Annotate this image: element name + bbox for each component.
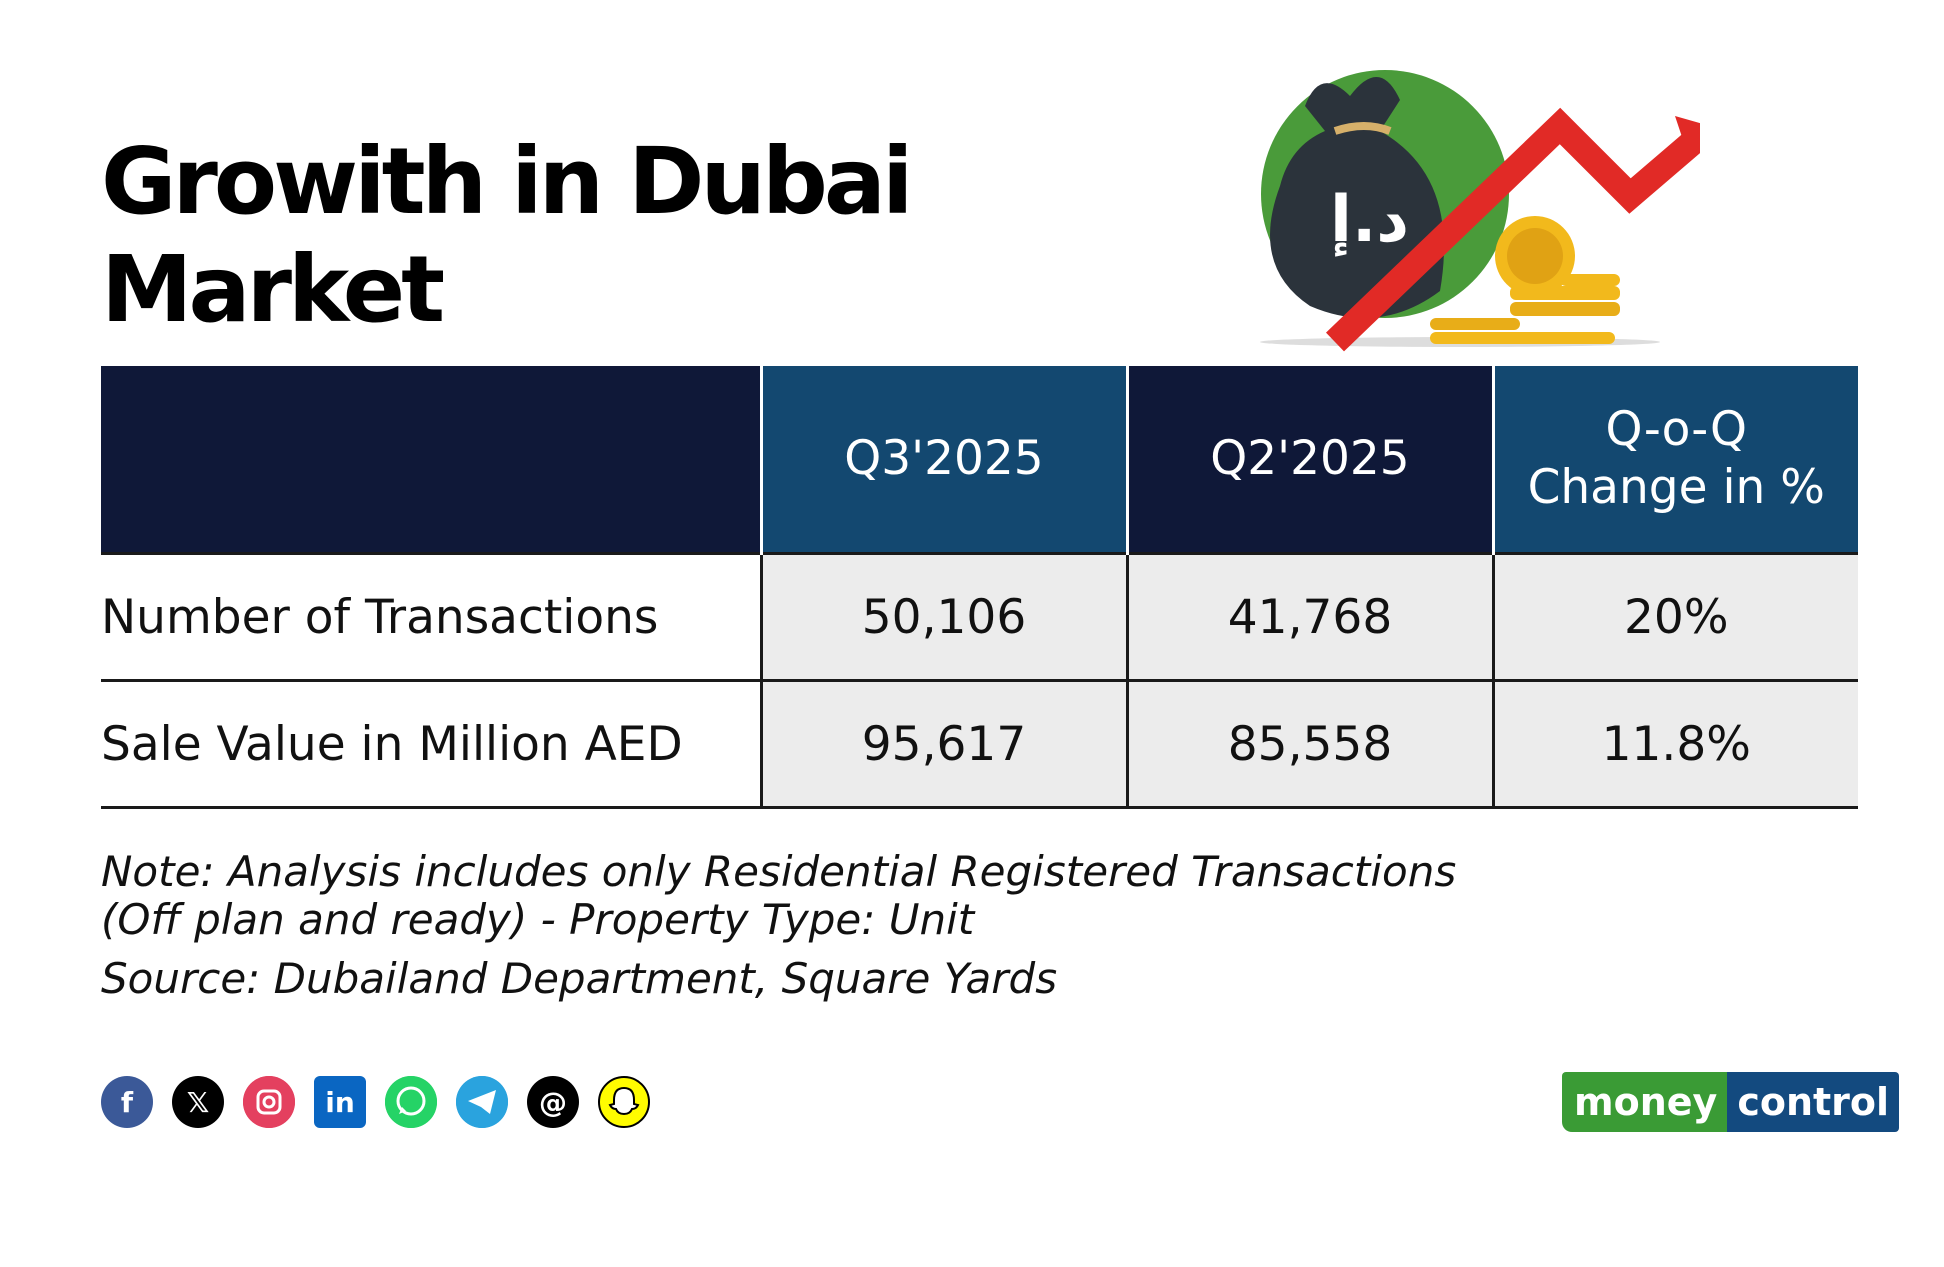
currency-symbol: د.إ xyxy=(1330,183,1409,257)
table-row: Number of Transactions 50,106 41,768 20% xyxy=(101,553,1858,682)
whatsapp-icon[interactable] xyxy=(385,1076,437,1128)
analysis-note: Note: Analysis includes only Residential… xyxy=(101,848,1701,944)
cell-q2-value: 41,768 xyxy=(1127,553,1495,682)
table-row: Sale Value in Million AED 95,617 85,558 … xyxy=(101,680,1858,809)
title-line-1: Growith in Dubai xyxy=(101,128,914,235)
cell-change-value: 20% xyxy=(1493,553,1858,682)
source-text: Source: Dubailand Department, Square Yar… xyxy=(101,954,1058,1003)
cell-q2-value: 85,558 xyxy=(1127,680,1495,809)
instagram-icon[interactable] xyxy=(243,1076,295,1128)
note-line-1: Note: Analysis includes only Residential… xyxy=(101,847,1457,896)
header-q3-2025: Q3'2025 xyxy=(759,366,1127,554)
note-line-2: (Off plan and ready) - Property Type: Un… xyxy=(101,895,975,944)
row-label: Sale Value in Million AED xyxy=(101,680,763,809)
moneycontrol-logo: money control xyxy=(1562,1072,1900,1132)
money-bag-growth-illustration: د.إ xyxy=(1260,70,1700,352)
page-title: Growith in Dubai Market xyxy=(101,128,1001,344)
snapchat-icon[interactable] xyxy=(598,1076,650,1128)
title-line-2: Market xyxy=(101,236,445,343)
x-icon[interactable]: 𝕏 xyxy=(172,1076,224,1128)
market-table: Q3'2025 Q2'2025 Q-o-Q Change in % Number… xyxy=(101,366,1858,809)
header-qoq-change: Q-o-Q Change in % xyxy=(1491,366,1858,554)
telegram-icon[interactable] xyxy=(456,1076,508,1128)
header-qoq-line-1: Q-o-Q xyxy=(1605,402,1747,457)
cell-q3-value: 50,106 xyxy=(761,553,1129,682)
facebook-icon[interactable]: f xyxy=(101,1076,153,1128)
logo-part-control: control xyxy=(1727,1072,1900,1132)
header-qoq-line-2: Change in % xyxy=(1527,460,1825,515)
header-corner-cell xyxy=(101,366,761,554)
social-icons: f 𝕏 in @ xyxy=(101,1076,650,1128)
logo-part-money: money xyxy=(1562,1072,1728,1132)
threads-icon[interactable]: @ xyxy=(527,1076,579,1128)
cell-change-value: 11.8% xyxy=(1493,680,1858,809)
linkedin-icon[interactable]: in xyxy=(314,1076,366,1128)
cell-q3-value: 95,617 xyxy=(761,680,1129,809)
row-label: Number of Transactions xyxy=(101,553,763,682)
table-header-row: Q3'2025 Q2'2025 Q-o-Q Change in % xyxy=(101,366,1858,554)
header-q2-2025: Q2'2025 xyxy=(1125,366,1493,554)
